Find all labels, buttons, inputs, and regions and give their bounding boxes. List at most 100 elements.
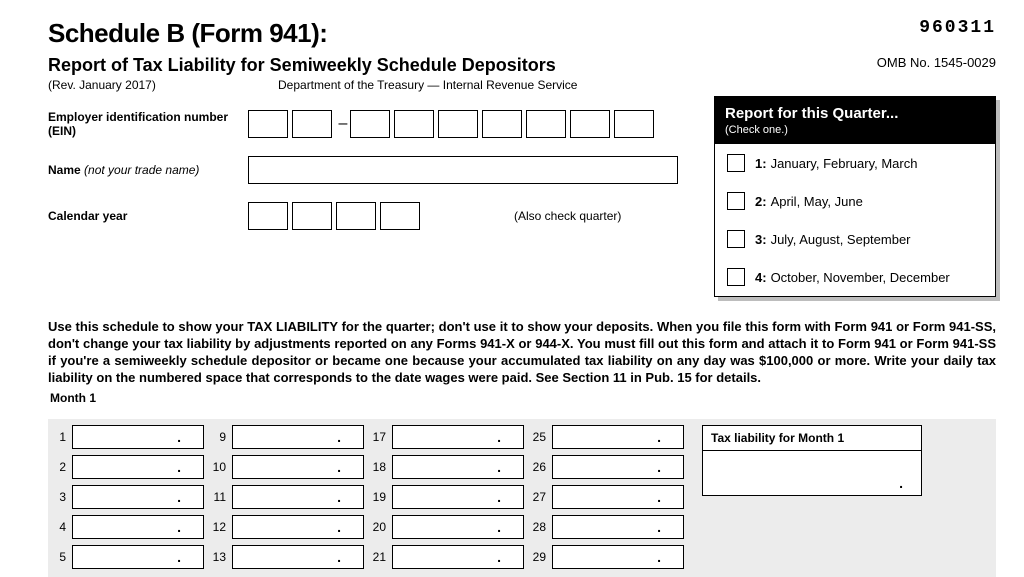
- checkbox[interactable]: [727, 154, 745, 172]
- name-label-sub: (not your trade name): [84, 163, 199, 177]
- day-number: 25: [528, 430, 552, 444]
- omb-number: OMB No. 1545-0029: [877, 55, 996, 70]
- day-row: 2: [48, 455, 204, 479]
- day-amount-input[interactable]: [392, 455, 524, 479]
- year-box[interactable]: [248, 202, 288, 230]
- day-number: 28: [528, 520, 552, 534]
- ein-dash: –: [336, 115, 350, 133]
- form-title: Schedule B (Form 941):: [48, 18, 327, 49]
- day-amount-input[interactable]: [552, 515, 684, 539]
- day-number: 4: [48, 520, 72, 534]
- quarter-sub: (Check one.): [725, 124, 985, 136]
- day-amount-input[interactable]: [232, 425, 364, 449]
- also-check-label: (Also check quarter): [514, 209, 621, 223]
- day-amount-input[interactable]: [72, 515, 204, 539]
- instructions-text: Use this schedule to show your TAX LIABI…: [48, 319, 996, 387]
- day-amount-input[interactable]: [552, 455, 684, 479]
- day-row: 21: [368, 545, 524, 569]
- day-row: 29: [528, 545, 684, 569]
- ein-box[interactable]: [614, 110, 654, 138]
- name-input[interactable]: [248, 156, 678, 184]
- day-amount-input[interactable]: [72, 455, 204, 479]
- day-amount-input[interactable]: [232, 485, 364, 509]
- quarter-option-2[interactable]: 2: April, May, June: [715, 182, 995, 220]
- day-row: 17: [368, 425, 524, 449]
- year-label: Calendar year: [48, 209, 248, 223]
- name-label: Name (not your trade name): [48, 163, 248, 177]
- quarter-text: January, February, March: [771, 156, 918, 171]
- checkbox[interactable]: [727, 230, 745, 248]
- ein-box[interactable]: [570, 110, 610, 138]
- day-row: 20: [368, 515, 524, 539]
- quarter-num: 2:: [755, 194, 767, 209]
- day-row: 13: [208, 545, 364, 569]
- day-number: 9: [208, 430, 232, 444]
- checkbox[interactable]: [727, 192, 745, 210]
- quarter-num: 3:: [755, 232, 767, 247]
- quarter-header: Report for this Quarter... (Check one.): [715, 97, 995, 144]
- quarter-option-1[interactable]: 1: January, February, March: [715, 144, 995, 182]
- quarter-text: July, August, September: [771, 232, 911, 247]
- month-1-label: Month 1: [48, 387, 996, 409]
- day-number: 26: [528, 460, 552, 474]
- day-row: 26: [528, 455, 684, 479]
- day-amount-input[interactable]: [552, 485, 684, 509]
- year-box[interactable]: [380, 202, 420, 230]
- day-amount-input[interactable]: [232, 545, 364, 569]
- ein-box[interactable]: [350, 110, 390, 138]
- day-row: 11: [208, 485, 364, 509]
- quarter-option-3[interactable]: 3: July, August, September: [715, 220, 995, 258]
- ein-box[interactable]: [394, 110, 434, 138]
- quarter-text: April, May, June: [771, 194, 863, 209]
- day-amount-input[interactable]: [72, 545, 204, 569]
- name-field: Name (not your trade name): [48, 156, 700, 184]
- day-amount-input[interactable]: [392, 425, 524, 449]
- ein-box[interactable]: [526, 110, 566, 138]
- ein-box[interactable]: [248, 110, 288, 138]
- day-row: 18: [368, 455, 524, 479]
- day-amount-input[interactable]: [232, 455, 364, 479]
- quarter-option-4[interactable]: 4: October, November, December: [715, 258, 995, 296]
- day-number: 17: [368, 430, 392, 444]
- quarter-title: Report for this Quarter...: [725, 105, 985, 122]
- year-box[interactable]: [292, 202, 332, 230]
- ein-box[interactable]: [292, 110, 332, 138]
- day-number: 12: [208, 520, 232, 534]
- day-row: 1: [48, 425, 204, 449]
- day-amount-input[interactable]: [392, 545, 524, 569]
- day-amount-input[interactable]: [72, 425, 204, 449]
- day-amount-input[interactable]: [392, 485, 524, 509]
- day-row: 19: [368, 485, 524, 509]
- department-name: Department of the Treasury — Internal Re…: [278, 78, 577, 92]
- revision-date: (Rev. January 2017): [48, 78, 278, 92]
- day-number: 2: [48, 460, 72, 474]
- day-row: 25: [528, 425, 684, 449]
- day-amount-input[interactable]: [232, 515, 364, 539]
- year-field: Calendar year (Also check quarter): [48, 202, 700, 230]
- quarter-num: 1:: [755, 156, 767, 171]
- day-amount-input[interactable]: [552, 545, 684, 569]
- day-number: 20: [368, 520, 392, 534]
- ein-box[interactable]: [438, 110, 478, 138]
- ein-field: Employer identification number (EIN) –: [48, 110, 700, 138]
- tax-liability-label: Tax liability for Month 1: [702, 425, 922, 450]
- quarter-num: 4:: [755, 270, 767, 285]
- day-amount-input[interactable]: [552, 425, 684, 449]
- checkbox[interactable]: [727, 268, 745, 286]
- day-number: 29: [528, 550, 552, 564]
- day-amount-input[interactable]: [72, 485, 204, 509]
- day-number: 5: [48, 550, 72, 564]
- day-row: 3: [48, 485, 204, 509]
- day-amount-input[interactable]: [392, 515, 524, 539]
- day-number: 21: [368, 550, 392, 564]
- day-number: 18: [368, 460, 392, 474]
- form-code: 960311: [919, 18, 996, 38]
- day-number: 10: [208, 460, 232, 474]
- year-box[interactable]: [336, 202, 376, 230]
- month-1-block: 1234591011121317181920212526272829 Tax l…: [48, 419, 996, 577]
- ein-box[interactable]: [482, 110, 522, 138]
- day-row: 5: [48, 545, 204, 569]
- day-row: 28: [528, 515, 684, 539]
- quarter-panel: Report for this Quarter... (Check one.) …: [714, 96, 996, 297]
- tax-liability-input[interactable]: [702, 450, 922, 496]
